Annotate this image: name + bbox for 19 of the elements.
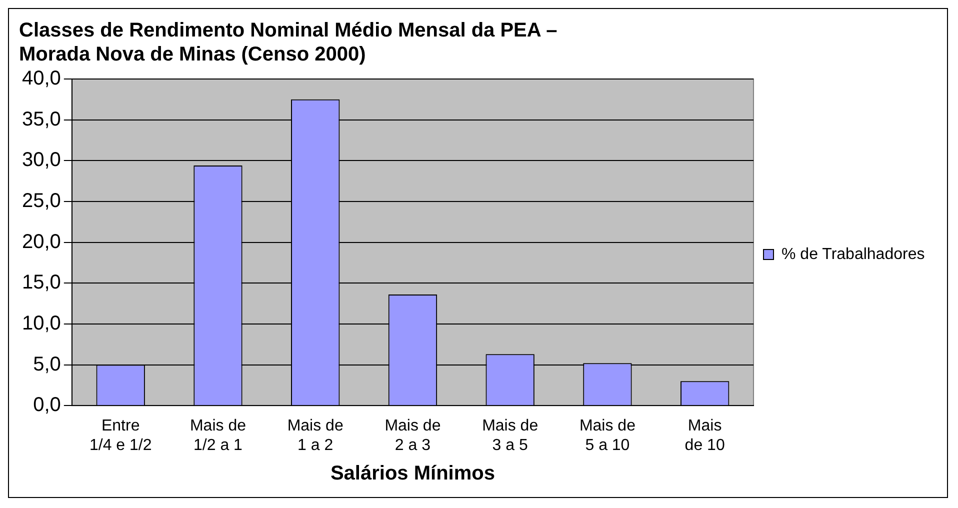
chart-title: Classes de Rendimento Nominal Médio Mensal da PEA – Morada Nova de Minas (Censo 2000)	[19, 20, 558, 66]
y-tick-label: 35,0	[22, 108, 61, 130]
y-tick-label: 15,0	[22, 272, 61, 294]
x-tick-label: Mais de 5 a 10	[579, 418, 636, 454]
y-tick-label: 40,0	[22, 68, 61, 90]
y-tick-label: 10,0	[22, 312, 61, 334]
y-tick-label: 0,0	[33, 394, 61, 416]
x-tick-label: Mais de 1 a 2	[287, 418, 344, 454]
x-tick-label: Mais de 2 a 3	[384, 418, 441, 454]
y-tick-label: 5,0	[33, 353, 61, 376]
x-tick-label: Mais de 1/2 a 1	[190, 418, 246, 454]
y-tick-label: 30,0	[22, 149, 61, 172]
y-tick-label: 20,0	[22, 230, 61, 253]
legend-label: % de Trabalhadores	[782, 246, 925, 263]
y-tick-label: 25,0	[22, 190, 61, 212]
x-tick-label: Entre 1/4 e 1/2	[89, 418, 152, 454]
x-tick-label: Mais de 10	[684, 418, 725, 454]
x-axis-title: Salários Mínimos	[330, 462, 495, 485]
x-tick-label: Mais de 3 a 5	[482, 418, 538, 454]
